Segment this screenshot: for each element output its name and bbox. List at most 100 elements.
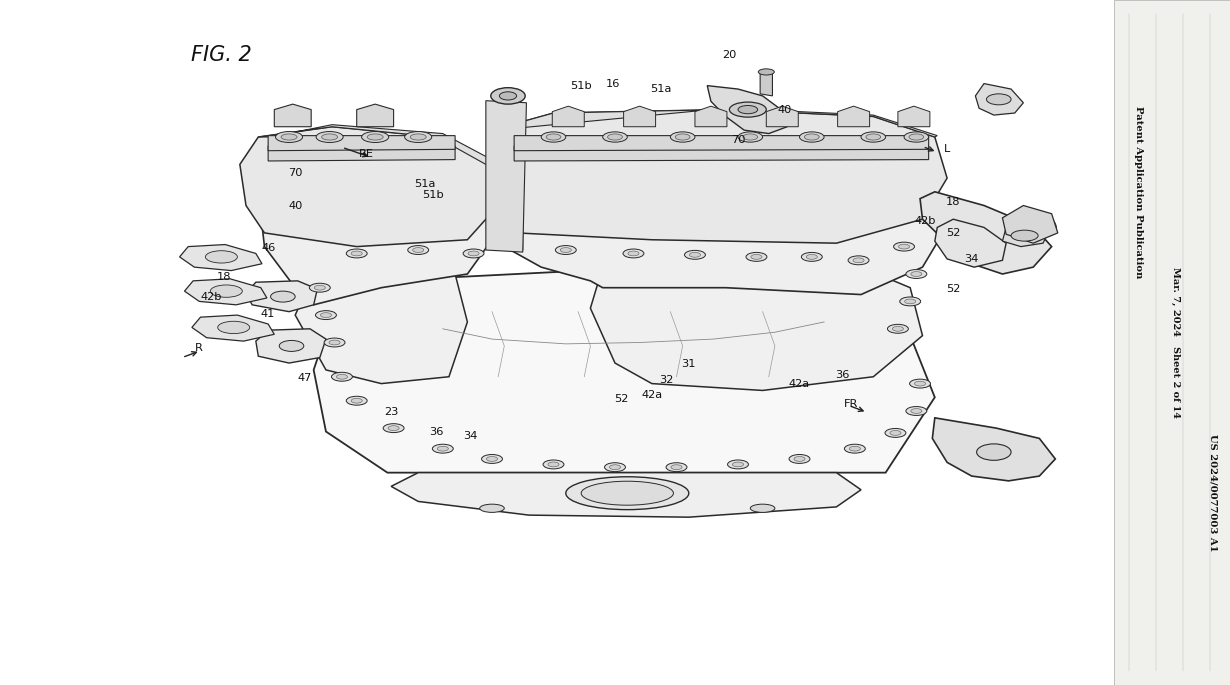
Polygon shape (314, 267, 935, 473)
Ellipse shape (566, 477, 689, 510)
Ellipse shape (279, 340, 304, 351)
Text: R: R (196, 343, 203, 353)
Ellipse shape (893, 242, 915, 251)
Polygon shape (240, 127, 498, 247)
Ellipse shape (915, 382, 925, 386)
Ellipse shape (733, 462, 743, 467)
Text: 46: 46 (261, 243, 276, 253)
Text: 52: 52 (946, 284, 961, 294)
Ellipse shape (276, 132, 303, 142)
Polygon shape (486, 101, 526, 252)
Text: 18: 18 (216, 272, 231, 282)
Ellipse shape (745, 253, 768, 262)
Ellipse shape (462, 249, 485, 258)
Ellipse shape (367, 134, 384, 140)
Ellipse shape (758, 69, 775, 75)
Text: 51b: 51b (569, 81, 592, 90)
Ellipse shape (549, 462, 558, 467)
Polygon shape (760, 72, 772, 96)
Ellipse shape (790, 455, 811, 463)
Text: 40: 40 (288, 201, 303, 210)
Ellipse shape (328, 340, 339, 345)
Ellipse shape (437, 447, 449, 451)
Text: 51a: 51a (413, 179, 435, 188)
Ellipse shape (556, 246, 577, 254)
Polygon shape (357, 104, 394, 127)
Text: US 2024/0077003 A1: US 2024/0077003 A1 (1208, 434, 1218, 552)
Ellipse shape (413, 248, 424, 252)
Polygon shape (274, 104, 311, 127)
Ellipse shape (904, 299, 915, 304)
Text: 20: 20 (722, 50, 737, 60)
Polygon shape (490, 110, 523, 250)
Polygon shape (180, 245, 262, 271)
Ellipse shape (887, 325, 908, 334)
Ellipse shape (410, 134, 427, 140)
Text: 16: 16 (605, 79, 620, 88)
Polygon shape (514, 136, 929, 151)
Ellipse shape (738, 105, 758, 114)
Polygon shape (256, 329, 326, 363)
Ellipse shape (727, 460, 748, 469)
Ellipse shape (542, 460, 563, 469)
Polygon shape (695, 106, 727, 127)
Ellipse shape (909, 134, 924, 140)
Text: 40: 40 (777, 105, 792, 114)
Ellipse shape (332, 373, 353, 381)
Ellipse shape (750, 504, 775, 512)
Ellipse shape (1017, 211, 1057, 237)
Ellipse shape (315, 311, 336, 319)
Text: 34: 34 (964, 254, 979, 264)
Ellipse shape (605, 463, 626, 471)
Text: FIG. 2: FIG. 2 (191, 45, 251, 64)
Ellipse shape (795, 456, 804, 462)
Text: 23: 23 (384, 408, 399, 417)
Ellipse shape (849, 447, 860, 451)
Ellipse shape (362, 132, 389, 142)
Polygon shape (707, 86, 787, 134)
Ellipse shape (891, 431, 900, 436)
Polygon shape (766, 106, 798, 127)
Ellipse shape (352, 399, 362, 403)
Text: Patent Application Publication: Patent Application Publication (1134, 105, 1144, 278)
Ellipse shape (909, 379, 930, 388)
Polygon shape (935, 219, 1006, 267)
Ellipse shape (405, 132, 432, 142)
Ellipse shape (541, 132, 566, 142)
Ellipse shape (1011, 230, 1038, 241)
Polygon shape (492, 144, 947, 295)
Ellipse shape (480, 504, 504, 512)
Ellipse shape (218, 321, 250, 334)
Ellipse shape (347, 396, 367, 406)
Polygon shape (552, 106, 584, 127)
Ellipse shape (729, 102, 766, 117)
Ellipse shape (861, 132, 886, 142)
Ellipse shape (325, 338, 344, 347)
Ellipse shape (627, 251, 640, 256)
Ellipse shape (433, 445, 453, 453)
Text: 42a: 42a (788, 379, 811, 388)
Polygon shape (920, 192, 1052, 274)
Ellipse shape (884, 429, 905, 438)
Polygon shape (975, 84, 1023, 115)
Text: 70: 70 (731, 136, 745, 145)
Polygon shape (838, 106, 870, 127)
Polygon shape (258, 144, 492, 305)
Ellipse shape (899, 297, 920, 306)
Ellipse shape (205, 251, 237, 263)
Text: 41: 41 (261, 309, 276, 319)
Ellipse shape (467, 251, 480, 256)
Polygon shape (932, 418, 1055, 481)
Ellipse shape (581, 481, 674, 506)
Text: 18: 18 (946, 197, 961, 207)
Ellipse shape (315, 286, 325, 290)
Text: 70: 70 (288, 168, 303, 177)
Text: 36: 36 (429, 427, 444, 436)
Ellipse shape (910, 408, 922, 413)
Ellipse shape (310, 284, 330, 292)
Ellipse shape (622, 249, 645, 258)
Text: 36: 36 (835, 371, 850, 380)
Text: 34: 34 (462, 432, 477, 441)
Text: 51b: 51b (422, 190, 444, 200)
Ellipse shape (893, 327, 903, 332)
